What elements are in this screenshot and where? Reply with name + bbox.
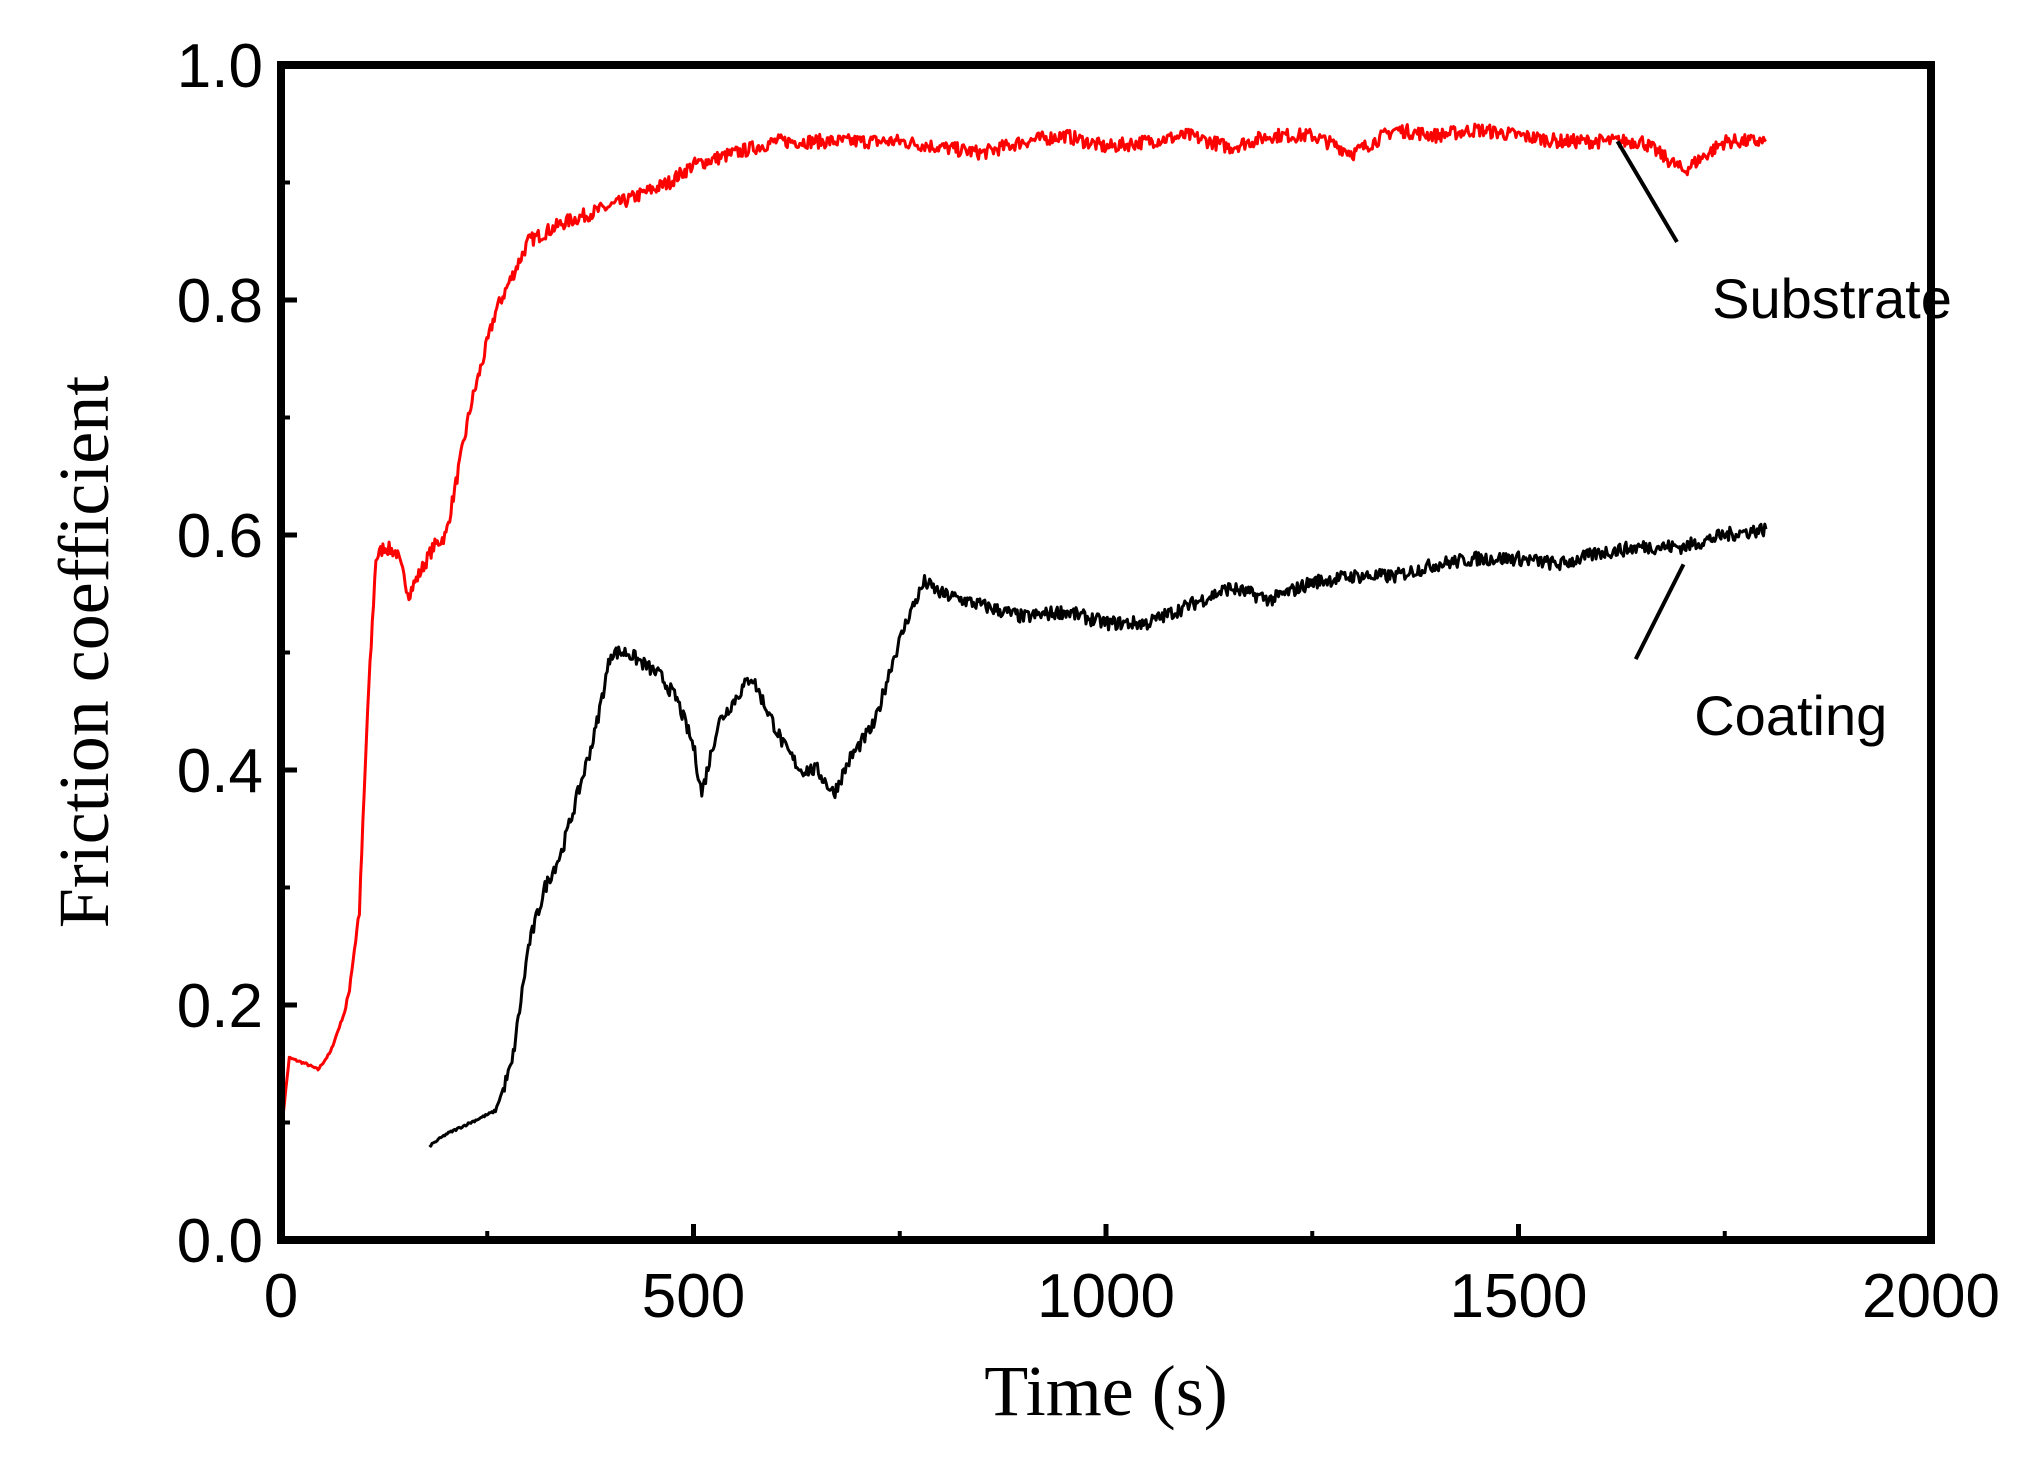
series-line-coating bbox=[428, 522, 1768, 1148]
y-axis-title: Friction coefficient bbox=[44, 376, 124, 928]
annotation-label-coating: Coating bbox=[1694, 684, 1887, 747]
annotation-label-substrate: Substrate bbox=[1712, 267, 1952, 330]
y-tick-label: 0.4 bbox=[177, 737, 263, 806]
x-tick-label: 0 bbox=[264, 1262, 298, 1331]
annotation-layer: Substrate Coating bbox=[1615, 140, 1952, 747]
y-tick-label: 0.6 bbox=[177, 502, 263, 571]
ticks-layer: 0 500 1000 1500 2000 0.0 0.2 0.4 0.6 0.8 1.0 bbox=[177, 32, 2000, 1331]
y-tick-label: 0.0 bbox=[177, 1207, 263, 1276]
x-tick-label: 500 bbox=[642, 1262, 745, 1331]
plot-frame bbox=[277, 61, 1935, 1244]
annotation-leader-coating bbox=[1633, 563, 1686, 661]
annotation-leader-substrate bbox=[1615, 140, 1679, 244]
x-tick-label: 1500 bbox=[1450, 1262, 1588, 1331]
x-tick-label: 2000 bbox=[1862, 1262, 2000, 1331]
y-tick-label: 0.8 bbox=[177, 267, 263, 336]
x-axis-title: Time (s) bbox=[984, 1351, 1227, 1431]
x-tick-label: 1000 bbox=[1037, 1262, 1175, 1331]
series-line-substrate bbox=[279, 122, 1767, 1136]
y-tick-label: 0.2 bbox=[177, 972, 263, 1041]
series-layer bbox=[279, 122, 1768, 1148]
y-tick-label: 1.0 bbox=[177, 32, 263, 101]
